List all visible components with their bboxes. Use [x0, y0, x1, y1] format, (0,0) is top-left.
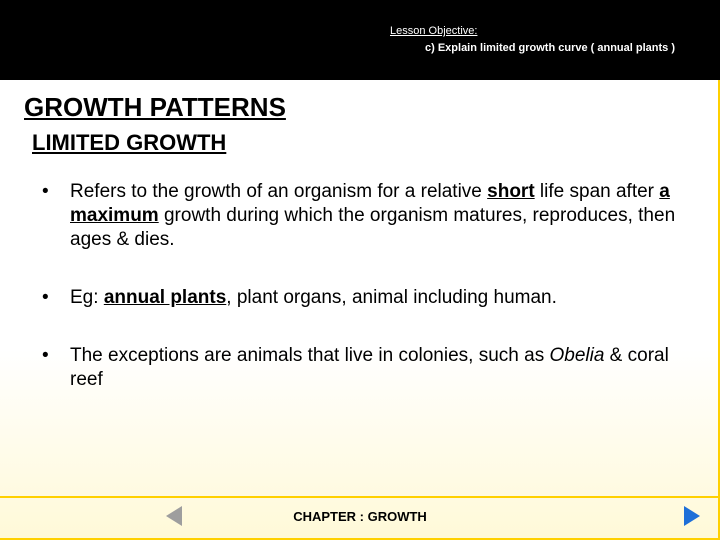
bullet-text: Refers to the growth of an organism for … [70, 180, 686, 252]
bullet-marker-icon: • [42, 344, 70, 392]
list-item: •Eg: annual plants, plant organs, animal… [42, 286, 686, 310]
footer-divider [0, 496, 720, 498]
page-title: GROWTH PATTERNS [24, 92, 286, 123]
lesson-objective-text: c) Explain limited growth curve ( annual… [425, 42, 675, 54]
bullet-marker-icon: • [42, 180, 70, 252]
bullet-text: Eg: annual plants, plant organs, animal … [70, 286, 686, 310]
slide: Lesson Objective: c) Explain limited gro… [0, 0, 720, 540]
list-item: •The exceptions are animals that live in… [42, 344, 686, 392]
bullet-marker-icon: • [42, 286, 70, 310]
section-subtitle: LIMITED GROWTH [32, 130, 226, 156]
bullet-text: The exceptions are animals that live in … [70, 344, 686, 392]
header-bar: Lesson Objective: c) Explain limited gro… [0, 0, 720, 80]
bullet-list: •Refers to the growth of an organism for… [42, 180, 686, 426]
footer-chapter: CHAPTER : GROWTH [0, 509, 720, 524]
list-item: •Refers to the growth of an organism for… [42, 180, 686, 252]
lesson-objective-label: Lesson Objective: [390, 25, 477, 37]
